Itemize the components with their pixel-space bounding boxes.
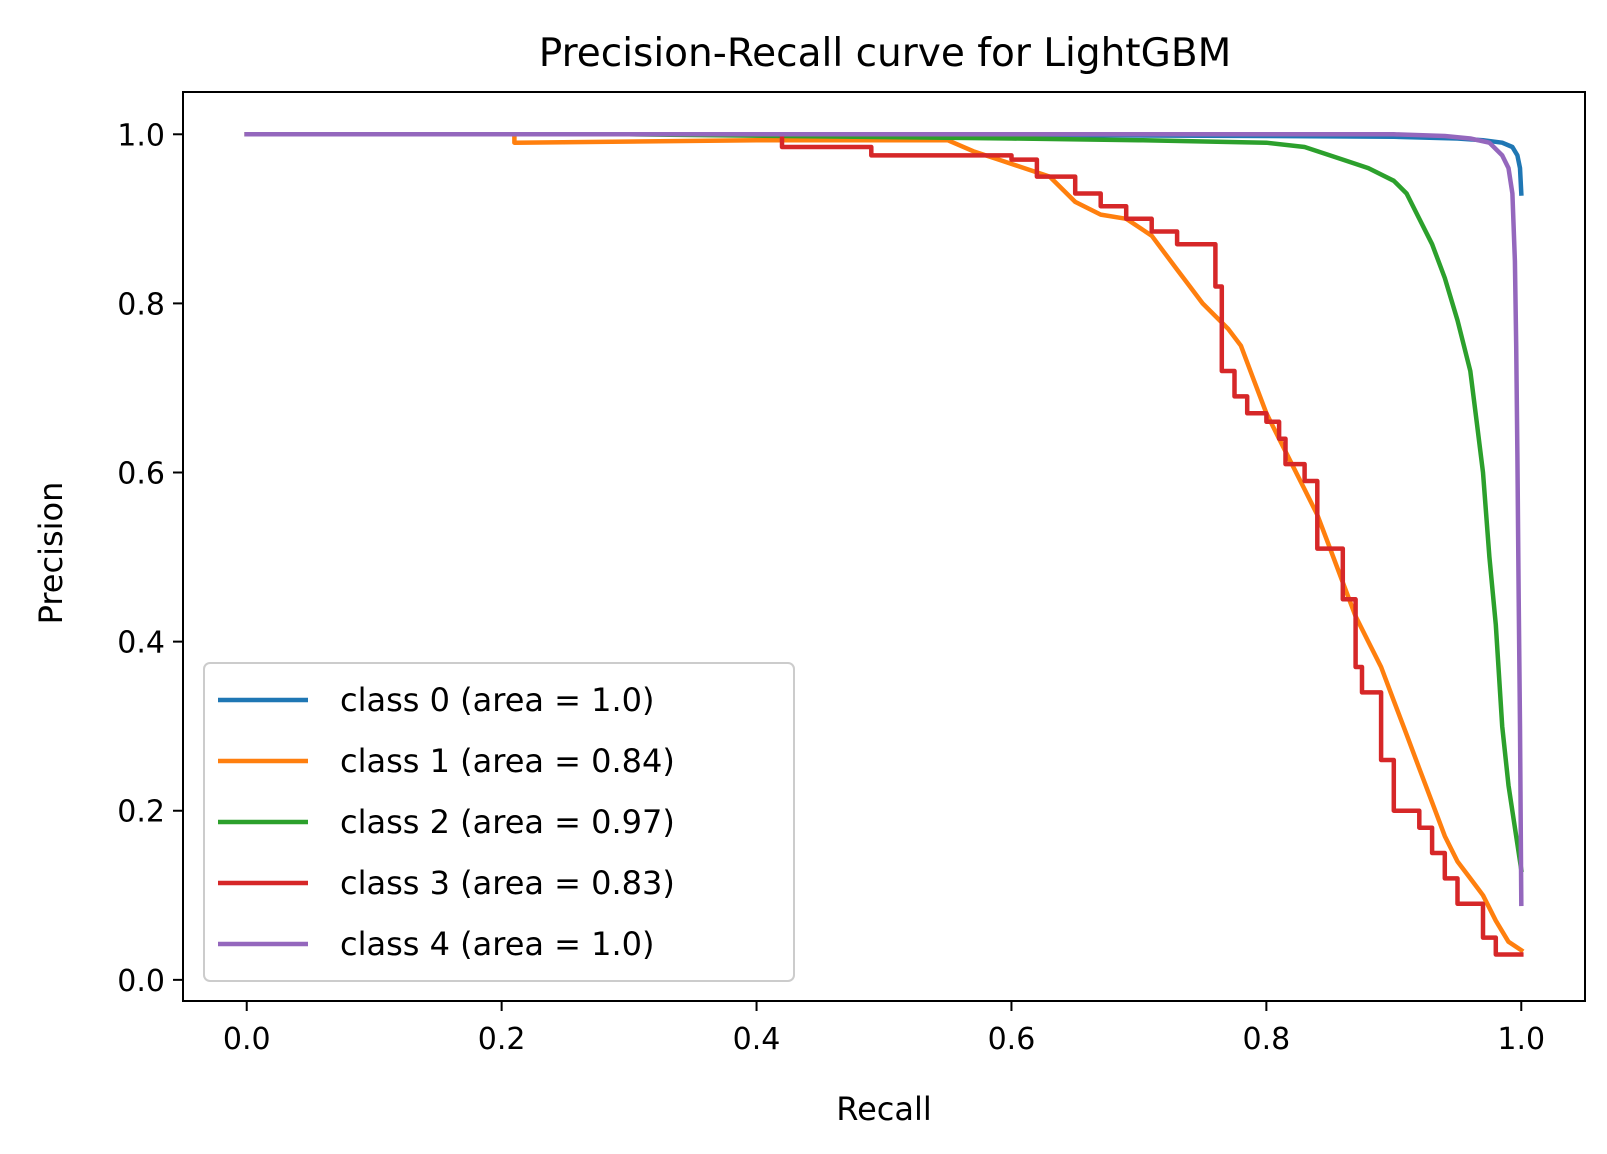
series-line-class-3 [244, 132, 1524, 957]
x-axis-ticks: 0.0 0.2 0.4 0.6 0.8 1.0 [223, 1001, 1545, 1057]
series-layer [244, 132, 1525, 957]
x-tick-label: 0.4 [733, 1022, 781, 1057]
x-axis-label: Recall [836, 1090, 931, 1128]
x-tick-label: 0.6 [988, 1022, 1036, 1057]
legend-label-class-2: class 2 (area = 0.97) [340, 803, 675, 841]
series-line-class-1 [244, 132, 1525, 954]
series-line-class-2 [244, 132, 1524, 873]
legend-label-class-4: class 4 (area = 1.0) [340, 925, 655, 963]
y-axis-label: Precision [32, 482, 70, 625]
x-tick-label: 0.2 [478, 1022, 526, 1057]
y-axis-ticks: 0.0 0.2 0.4 0.6 0.8 1.0 [117, 118, 183, 999]
x-tick-label: 0.0 [223, 1022, 271, 1057]
y-tick-label: 0.6 [117, 457, 165, 492]
legend-items: class 0 (area = 1.0) class 1 (area = 0.84… [218, 681, 675, 963]
legend-label-class-3: class 3 (area = 0.83) [340, 864, 675, 902]
series-line-class-4 [244, 132, 1524, 907]
axes-frame [182, 91, 1586, 1002]
legend-box [203, 662, 795, 982]
legend-label-class-1: class 1 (area = 0.84) [340, 742, 675, 780]
y-tick-label: 0.4 [117, 626, 165, 661]
y-tick-label: 0.2 [117, 795, 165, 830]
x-tick-label: 0.8 [1243, 1022, 1291, 1057]
y-tick-label: 1.0 [117, 118, 165, 153]
x-tick-label: 1.0 [1497, 1022, 1545, 1057]
y-tick-label: 0.8 [117, 287, 165, 322]
legend-label-class-0: class 0 (area = 1.0) [340, 681, 655, 719]
legend: class 0 (area = 1.0) class 1 (area = 0.84… [203, 662, 795, 982]
chart-title: Precision-Recall curve for LightGBM [539, 31, 1231, 76]
y-tick-label: 0.0 [117, 964, 165, 999]
